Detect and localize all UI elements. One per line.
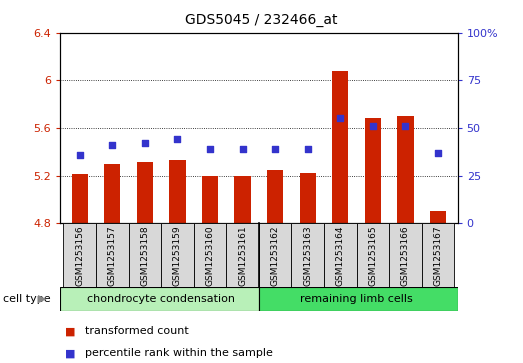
Point: [173, 136, 181, 142]
Text: GSM1253163: GSM1253163: [303, 225, 312, 286]
Text: GSM1253160: GSM1253160: [206, 225, 214, 286]
Point: [75, 152, 84, 158]
Bar: [60, 287, 259, 311]
Point: [206, 146, 214, 152]
Bar: [259, 287, 458, 311]
Text: GSM1253167: GSM1253167: [434, 225, 442, 286]
Bar: [72, 174, 88, 223]
Bar: [291, 223, 324, 287]
Text: GSM1253166: GSM1253166: [401, 225, 410, 286]
Text: ■: ■: [65, 348, 76, 358]
Text: GSM1253164: GSM1253164: [336, 225, 345, 286]
Bar: [194, 223, 226, 287]
Bar: [365, 118, 381, 223]
Point: [434, 150, 442, 156]
Text: GSM1253158: GSM1253158: [140, 225, 150, 286]
Bar: [169, 160, 186, 223]
Bar: [202, 176, 218, 223]
Point: [108, 142, 117, 148]
Bar: [389, 223, 422, 287]
Bar: [300, 173, 316, 223]
Text: ■: ■: [65, 326, 76, 337]
Text: chondrocyte condensation: chondrocyte condensation: [87, 294, 235, 304]
Text: GSM1253157: GSM1253157: [108, 225, 117, 286]
Bar: [259, 223, 291, 287]
Text: GSM1253156: GSM1253156: [75, 225, 84, 286]
Bar: [137, 163, 153, 223]
Bar: [234, 176, 251, 223]
Bar: [63, 223, 96, 287]
Text: GSM1253161: GSM1253161: [238, 225, 247, 286]
Text: GSM1253165: GSM1253165: [368, 225, 378, 286]
Point: [303, 146, 312, 152]
Bar: [96, 223, 129, 287]
Text: transformed count: transformed count: [85, 326, 189, 337]
Bar: [357, 223, 389, 287]
Text: cell type: cell type: [3, 294, 50, 304]
Bar: [129, 223, 161, 287]
Bar: [430, 211, 446, 223]
Text: ▶: ▶: [38, 294, 47, 304]
Text: GSM1253162: GSM1253162: [271, 225, 280, 286]
Bar: [332, 71, 348, 223]
Bar: [422, 223, 454, 287]
Text: percentile rank within the sample: percentile rank within the sample: [85, 348, 273, 358]
Point: [336, 115, 345, 121]
Bar: [104, 164, 120, 223]
Point: [141, 140, 149, 146]
Bar: [226, 223, 259, 287]
Bar: [397, 116, 414, 223]
Point: [401, 123, 410, 129]
Bar: [324, 223, 357, 287]
Text: GDS5045 / 232466_at: GDS5045 / 232466_at: [185, 13, 338, 27]
Bar: [161, 223, 194, 287]
Text: remaining limb cells: remaining limb cells: [300, 294, 413, 304]
Point: [271, 146, 279, 152]
Text: GSM1253159: GSM1253159: [173, 225, 182, 286]
Point: [369, 123, 377, 129]
Point: [238, 146, 247, 152]
Bar: [267, 170, 283, 223]
